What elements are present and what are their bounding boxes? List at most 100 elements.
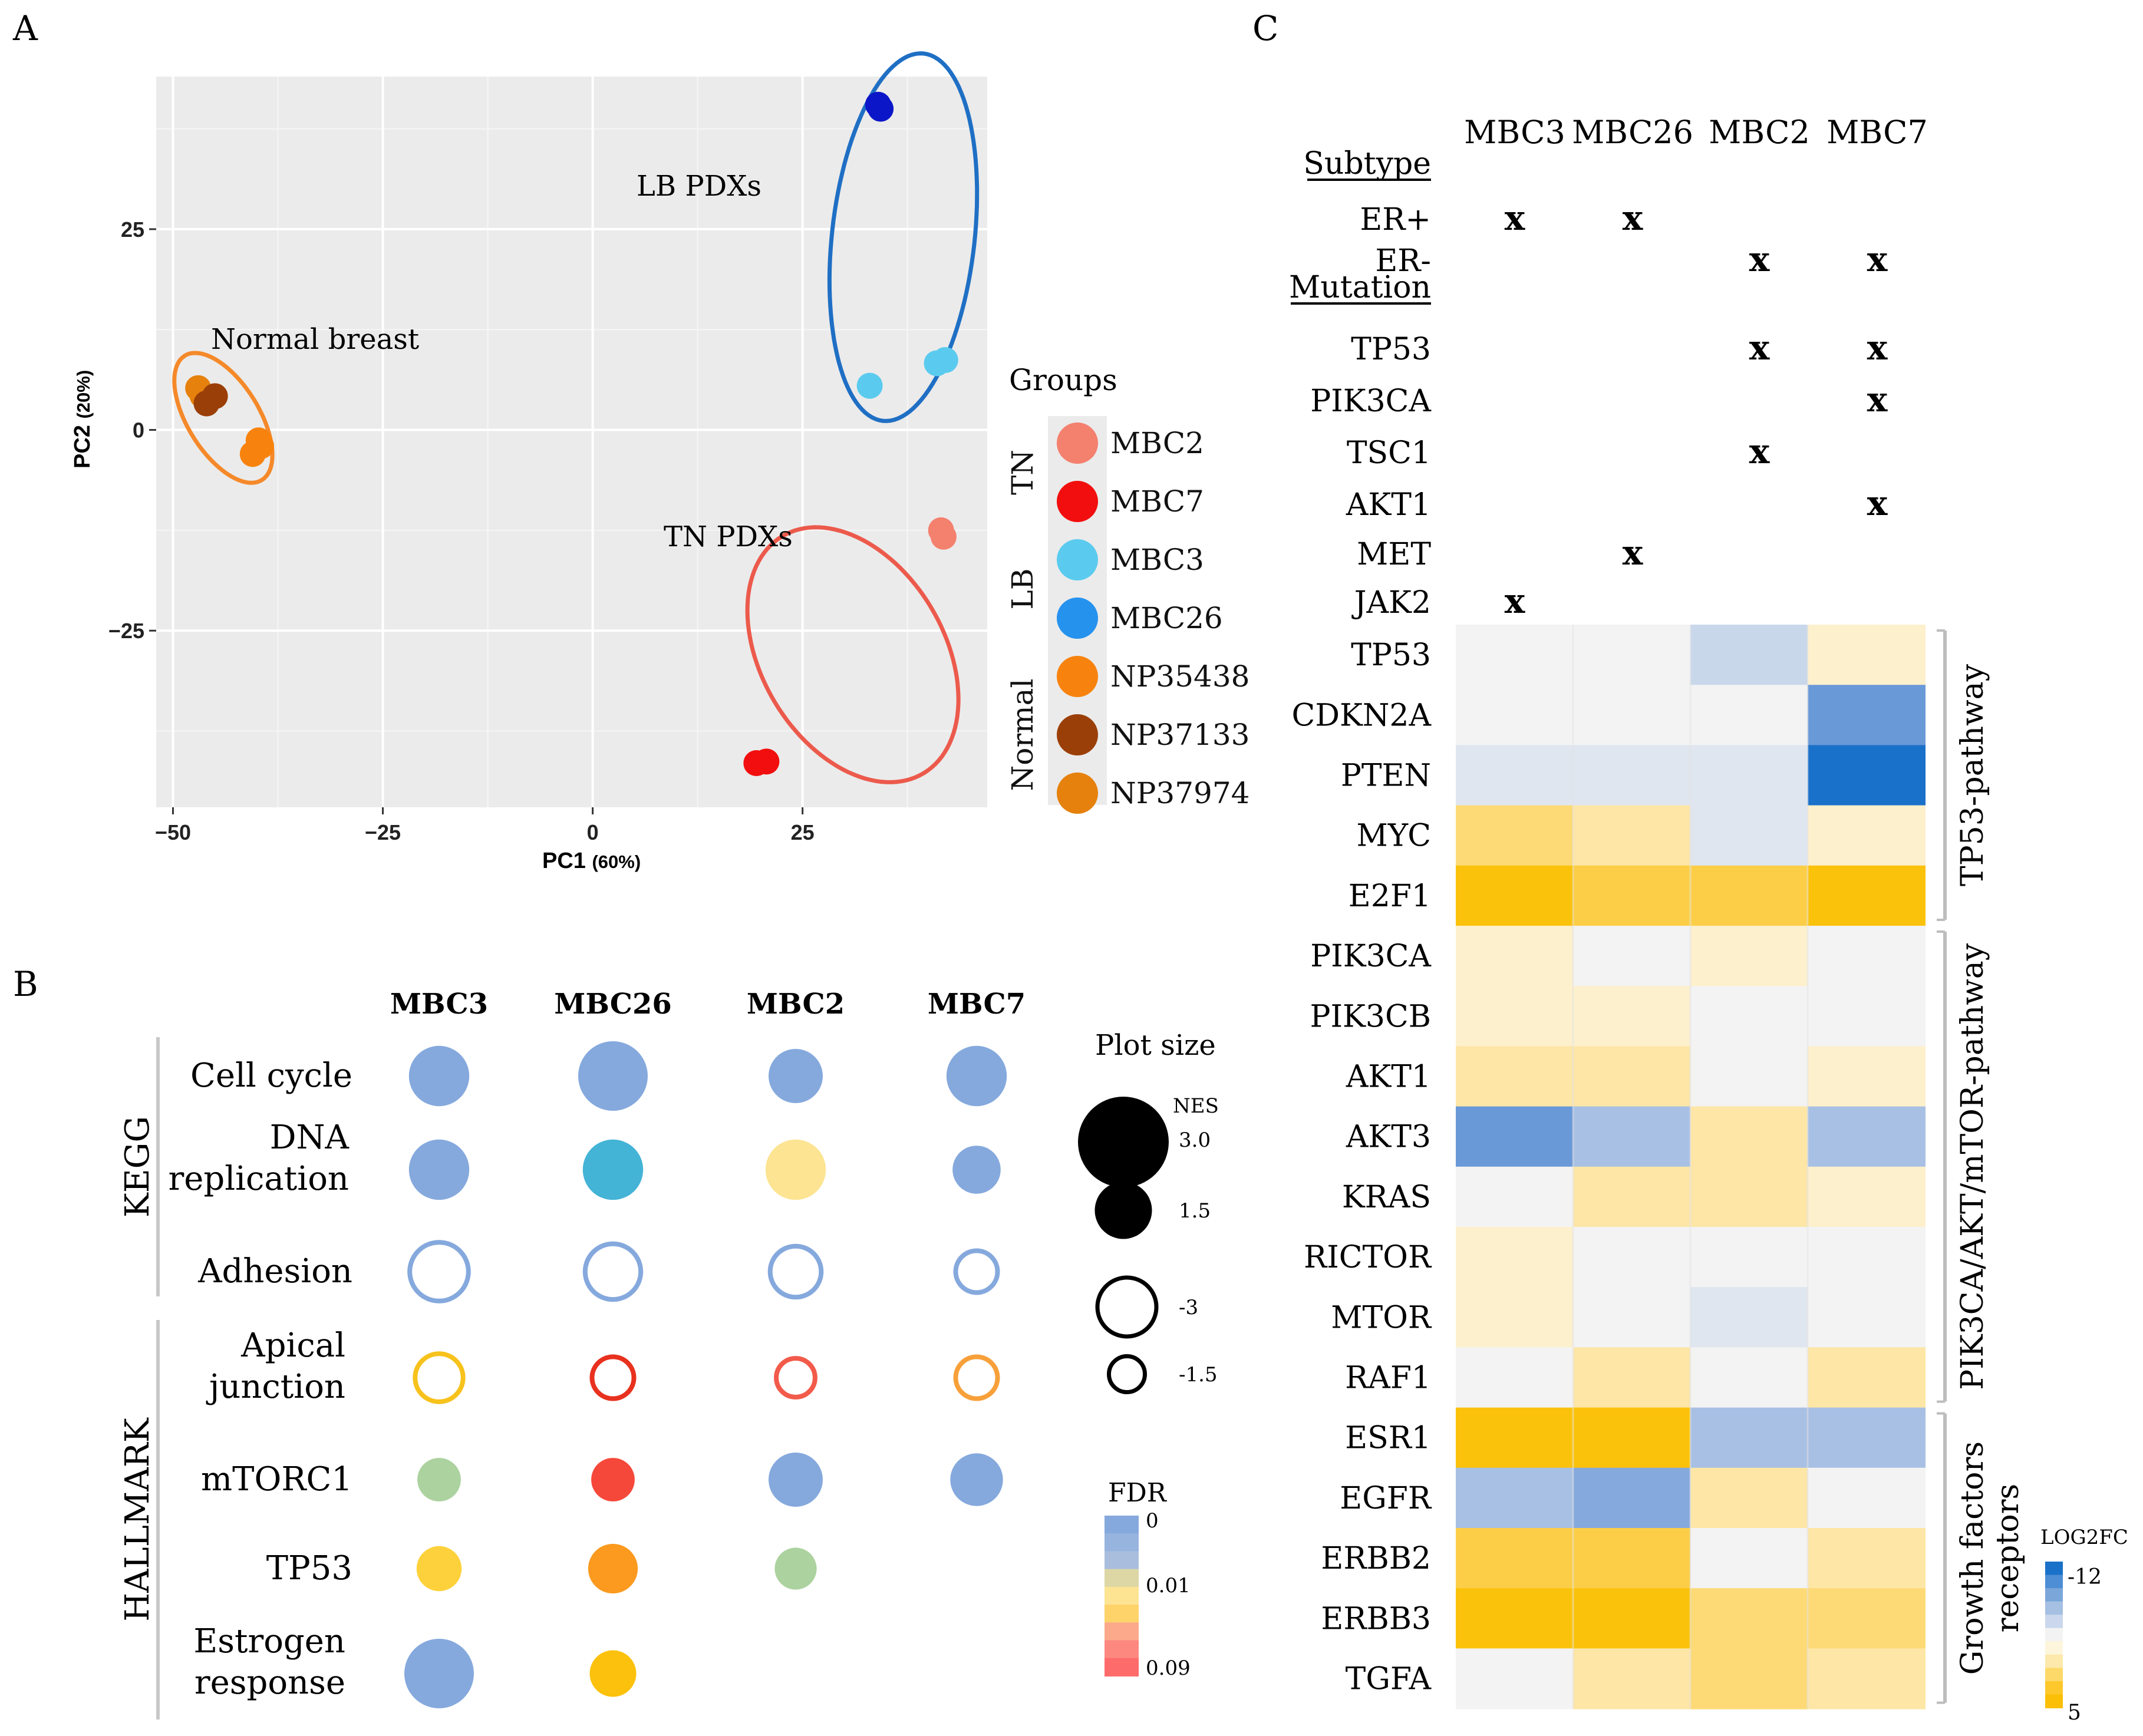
heatmap-cell-pik3ca-mbc7 xyxy=(1808,926,1926,987)
x-tick-label: 25 xyxy=(791,820,815,844)
bubble-mtorc1-mbc3 xyxy=(417,1458,461,1501)
log2fc-legend-title: LOG2FC xyxy=(2040,1526,2128,1549)
bubble-tp53-mbc26 xyxy=(588,1543,638,1594)
legend-section-lb: LB xyxy=(1005,569,1040,610)
mutation-mark-akt1-mbc7: x xyxy=(1867,483,1888,523)
point-np37133 xyxy=(193,390,220,417)
mutation-mark-pik3ca-mbc7: x xyxy=(1867,379,1888,420)
heatmap-cell-egfr-mbc2 xyxy=(1690,1467,1808,1529)
y-tick-label: 25 xyxy=(121,217,144,242)
heatmap-cell-erbb3-mbc2 xyxy=(1690,1588,1808,1649)
heatmap-cell-raf1-mbc7 xyxy=(1808,1347,1926,1408)
heatmap-cell-pik3ca-mbc2 xyxy=(1690,926,1808,987)
legend-title: Groups xyxy=(1009,363,1117,397)
column-headers: MBC3 MBC26 MBC2 MBC7 xyxy=(390,988,1026,1021)
legend-label-mbc2: MBC2 xyxy=(1110,426,1204,460)
heatmap-cell-akt3-mbc3 xyxy=(1456,1106,1574,1167)
row-label-mtorc1: mTORC1 xyxy=(201,1460,352,1499)
gene-label-e2f1: E2F1 xyxy=(1349,879,1431,914)
fdr-swatch xyxy=(1105,1658,1139,1676)
gene-label-erbb3: ERBB3 xyxy=(1321,1601,1431,1636)
bubble-dna-replication-mbc26 xyxy=(582,1139,644,1200)
heatmap-cell-pik3ca-mbc26 xyxy=(1573,926,1691,987)
heatmap-cell-tp53-mbc2 xyxy=(1690,625,1808,686)
log2fc-swatch xyxy=(2045,1601,2063,1616)
size-legend-label-3-0: 3.0 xyxy=(1179,1128,1211,1152)
heatmap-cell-erbb3-mbc7 xyxy=(1808,1588,1926,1649)
bubble-cell-cycle-mbc2 xyxy=(769,1049,823,1103)
heatmap-cell-erbb2-mbc7 xyxy=(1808,1528,1926,1589)
bubble-adhesion-mbc2 xyxy=(767,1243,824,1300)
legend-dot-np37974 xyxy=(1057,773,1098,814)
gene-label-esr1: ESR1 xyxy=(1345,1421,1431,1456)
bubble-apical-junction-mbc3 xyxy=(413,1351,466,1404)
log2fc-swatch xyxy=(2045,1694,2063,1708)
pathway-brackets: TP53-pathway PIK3CA/AKT/mTOR-pathway Growt… xyxy=(1937,629,2026,1704)
panel-label-c: C xyxy=(1252,8,1278,48)
bubble-estrogen-response-mbc3 xyxy=(404,1639,474,1708)
x-axis-title: PC1 xyxy=(542,849,586,873)
row-label-apical-junction: Apical xyxy=(240,1326,345,1365)
gene-label-tgfa: TGFA xyxy=(1346,1662,1432,1697)
heatmap-cell-mtor-mbc7 xyxy=(1808,1287,1926,1348)
bubble-cell-cycle-mbc26 xyxy=(578,1041,648,1111)
bubble-apical-junction-mbc2 xyxy=(774,1356,817,1400)
heatmap-cells xyxy=(1456,625,1926,1709)
gene-label-akt3: AKT3 xyxy=(1346,1120,1431,1155)
fdr-swatch xyxy=(1105,1516,1139,1534)
log2fc-swatch xyxy=(2045,1641,2063,1655)
table-row-label-pik3ca: PIK3CA xyxy=(1310,384,1432,419)
heatmap-cell-pik3cb-mbc2 xyxy=(1690,986,1808,1047)
fdr-swatch xyxy=(1105,1569,1139,1588)
mutation-mark-jak2-mbc3: x xyxy=(1505,581,1525,621)
y-axis-title: PC2 xyxy=(70,425,95,468)
table-row-label-tp53: TP53 xyxy=(1351,332,1431,367)
fdr-legend: FDR 0 0.01 0.09 xyxy=(1105,1478,1191,1680)
mutation-mark-er-mbc26: x xyxy=(1623,198,1643,238)
mutation-mark-tp53-mbc7: x xyxy=(1867,328,1888,368)
heatmap-cell-cdkn2a-mbc7 xyxy=(1808,685,1926,746)
fdr-label-0: 0 xyxy=(1146,1509,1159,1533)
heatmap-col-header-mbc3: MBC3 xyxy=(1464,114,1565,151)
group-label-hallmark: HALLMARK xyxy=(118,1417,157,1622)
row-label-estrogen-response: response xyxy=(194,1664,345,1702)
bubble-apical-junction-mbc7 xyxy=(953,1354,1000,1401)
legend-label-np35438: NP35438 xyxy=(1110,659,1249,694)
bubble-adhesion-mbc3 xyxy=(407,1240,471,1303)
gene-label-egfr: EGFR xyxy=(1340,1481,1432,1516)
size-legend-marker-1-5 xyxy=(1094,1181,1152,1239)
legend-items: MBC2 MBC7 TN MBC3 MBC26 LB NP35438 NP37133 NP379… xyxy=(1005,423,1249,814)
mutation-mark-met-mbc26: x xyxy=(1623,533,1643,573)
heatmap-cell-e2f1-mbc3 xyxy=(1456,865,1574,926)
heatmap-cell-egfr-mbc3 xyxy=(1456,1467,1574,1529)
heatmap-cell-e2f1-mbc2 xyxy=(1690,865,1808,926)
cluster-label-lb: LB PDXs xyxy=(637,170,761,203)
heatmap-cell-raf1-mbc3 xyxy=(1456,1347,1574,1408)
y-tick-label: −25 xyxy=(108,619,144,643)
fdr-color-bar: 0 0.01 0.09 xyxy=(1105,1509,1191,1680)
grid-lines xyxy=(156,77,987,807)
heatmap-cell-cdkn2a-mbc2 xyxy=(1690,685,1808,746)
heatmap-cell-tp53-mbc7 xyxy=(1808,625,1926,686)
gene-label-pik3ca: PIK3CA xyxy=(1310,939,1432,974)
legend-dot-mbc3 xyxy=(1057,539,1098,580)
axis-ticks: −50 −25 0 25 25 0 −25 xyxy=(108,217,815,844)
heatmap-cell-pten-mbc3 xyxy=(1456,745,1574,806)
heatmap-cell-erbb3-mbc26 xyxy=(1573,1588,1691,1649)
fdr-swatch xyxy=(1105,1533,1139,1552)
legend-section-tn: TN xyxy=(1005,450,1040,495)
heatmap-cell-pten-mbc26 xyxy=(1573,745,1691,806)
pathway-label-receptors: receptors xyxy=(1990,1484,2026,1633)
fdr-swatch xyxy=(1105,1551,1139,1570)
bubble-cell-cycle-mbc3 xyxy=(408,1045,470,1107)
heatmap-cell-e2f1-mbc26 xyxy=(1573,865,1691,926)
ellipse-tn-pdxs xyxy=(745,525,961,784)
table-section-mutation: Mutation xyxy=(1289,270,1431,305)
pca-scatter-plot: −50 −25 0 25 25 0 −25 LB PDXs Normal breast TN… xyxy=(70,51,1249,873)
legend-section-normal: Normal xyxy=(1005,679,1040,791)
log2fc-legend: LOG2FC -12 5 xyxy=(2040,1526,2128,1725)
legend-label-np37974: NP37974 xyxy=(1110,776,1249,810)
table-row-label-er: ER+ xyxy=(1360,202,1431,237)
